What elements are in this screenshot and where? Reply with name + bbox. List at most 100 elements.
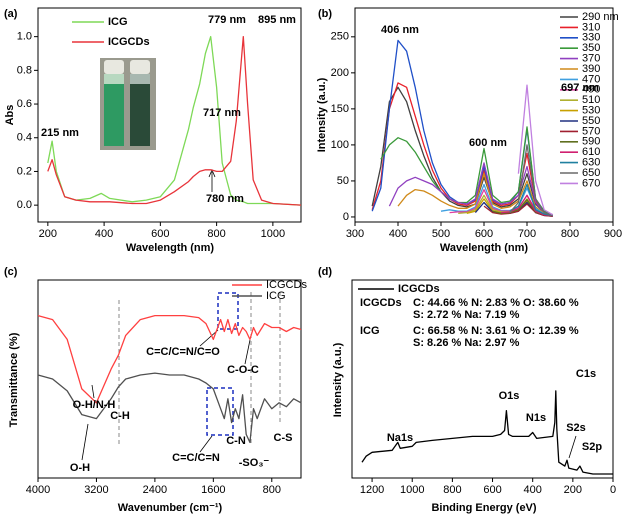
x-tick-label: 1200 xyxy=(360,484,384,496)
legend-label: ICG xyxy=(108,16,128,28)
annotation: C1s xyxy=(576,368,596,380)
legend-label: 490 xyxy=(582,84,600,96)
annotation: 600 nm xyxy=(469,137,507,149)
x-tick-label: 600 xyxy=(483,484,501,496)
legend-label: ICG xyxy=(266,290,286,302)
arrow xyxy=(568,435,577,459)
legend-label: 530 xyxy=(582,105,600,117)
legend-label: 630 xyxy=(582,157,600,169)
x-tick-label: 3200 xyxy=(84,484,108,496)
composition-line: C: 44.66 % N: 2.83 % O: 38.60 % xyxy=(413,297,579,309)
arrow xyxy=(244,339,251,365)
legend-label: 610 xyxy=(582,146,600,158)
x-tick-label: 1000 xyxy=(261,228,285,240)
x-tick-label: 600 xyxy=(475,228,493,240)
annotation: C-H xyxy=(110,410,130,422)
annotation: 779 nm xyxy=(208,14,246,26)
annotation: S2p xyxy=(582,441,602,453)
legend-label: 570 xyxy=(582,125,600,137)
annotation: 406 nm xyxy=(381,24,419,36)
x-tick-label: 800 xyxy=(561,228,579,240)
series-line xyxy=(37,372,302,444)
y-tick-label: 0.4 xyxy=(17,132,32,144)
series-line xyxy=(388,162,554,217)
legend-label: 310 xyxy=(582,21,600,33)
x-tick-label: 700 xyxy=(518,228,536,240)
annotation: 215 nm xyxy=(41,127,79,139)
x-tick-label: 1000 xyxy=(400,484,424,496)
vial-glass xyxy=(104,74,124,84)
plot-frame xyxy=(37,279,302,479)
x-axis-label: Binding Energy (eV) xyxy=(431,502,536,514)
y-tick-label: 0.6 xyxy=(17,98,32,110)
legend-label: 390 xyxy=(582,63,600,75)
y-tick-label: 250 xyxy=(331,31,349,43)
x-tick-label: 500 xyxy=(432,228,450,240)
legend-label: ICGCDs xyxy=(108,36,150,48)
x-tick-label: 400 xyxy=(524,484,542,496)
y-tick-label: 1.0 xyxy=(17,31,32,43)
legend-label: 590 xyxy=(582,136,600,148)
x-tick-label: 800 xyxy=(443,484,461,496)
arrow xyxy=(199,329,219,347)
annotation: S2s xyxy=(566,422,586,434)
annotation: O1s xyxy=(499,390,520,402)
y-axis-label: Intensity (a.u.) xyxy=(332,342,344,417)
highlight-box xyxy=(217,292,239,330)
series-line xyxy=(509,144,554,217)
legend-label: 670 xyxy=(582,177,600,189)
x-tick-label: 400 xyxy=(389,228,407,240)
annotation: 895 nm xyxy=(258,14,296,26)
series-line xyxy=(483,203,553,217)
legend-label: 650 xyxy=(582,167,600,179)
series-line xyxy=(380,126,554,216)
annotation: O-H xyxy=(70,462,90,474)
legend-label: ICGCDs xyxy=(398,283,440,295)
panel-label: (b) xyxy=(318,8,332,20)
vial-glass xyxy=(130,74,150,84)
composition-sample: ICGCDs xyxy=(360,297,402,309)
y-axis-label: Intensity (a.u.) xyxy=(316,77,328,152)
legend-label: 470 xyxy=(582,73,600,85)
guides xyxy=(118,292,281,445)
y-tick-label: 0 xyxy=(343,211,349,223)
y-tick-label: 150 xyxy=(331,103,349,115)
x-tick-label: 0 xyxy=(610,484,616,496)
legend-label: 550 xyxy=(582,115,600,127)
y-tick-label: 0.2 xyxy=(17,165,32,177)
y-tick-label: 0.0 xyxy=(17,199,32,211)
x-tick-label: 800 xyxy=(263,484,281,496)
y-tick-label: 0.8 xyxy=(17,64,32,76)
x-axis-label: Wavelength (nm) xyxy=(126,242,215,254)
arrow xyxy=(199,435,213,453)
arrow xyxy=(81,423,89,461)
arrow xyxy=(91,384,95,399)
series-line xyxy=(47,35,302,206)
series-line xyxy=(517,84,554,216)
vial-icg xyxy=(130,74,150,146)
legend-label: 290 nm xyxy=(582,11,619,23)
plot-frame xyxy=(351,279,614,479)
x-tick-label: 900 xyxy=(604,228,622,240)
y-tick-label: 100 xyxy=(331,139,349,151)
x-tick-label: 200 xyxy=(39,228,57,240)
vial-cap xyxy=(104,60,124,74)
x-tick-label: 800 xyxy=(207,228,225,240)
series-line xyxy=(47,35,302,206)
annotation: 717 nm xyxy=(203,107,241,119)
y-tick-label: 50 xyxy=(337,175,349,187)
legend-label: 510 xyxy=(582,94,600,106)
panel-label: (d) xyxy=(318,266,332,278)
annotation: 780 nm xyxy=(206,193,244,205)
x-tick-label: 200 xyxy=(564,484,582,496)
composition-line: C: 66.58 % N: 3.61 % O: 12.39 % xyxy=(413,325,579,337)
x-tick-label: 4000 xyxy=(26,484,50,496)
x-tick-label: 600 xyxy=(151,228,169,240)
x-tick-label: 300 xyxy=(346,228,364,240)
composition-line: S: 2.72 % Na: 7.19 % xyxy=(413,309,520,321)
vial-cap xyxy=(130,60,150,74)
annotation: N1s xyxy=(526,412,546,424)
composition-line: S: 8.26 % Na: 2.97 % xyxy=(413,337,520,349)
